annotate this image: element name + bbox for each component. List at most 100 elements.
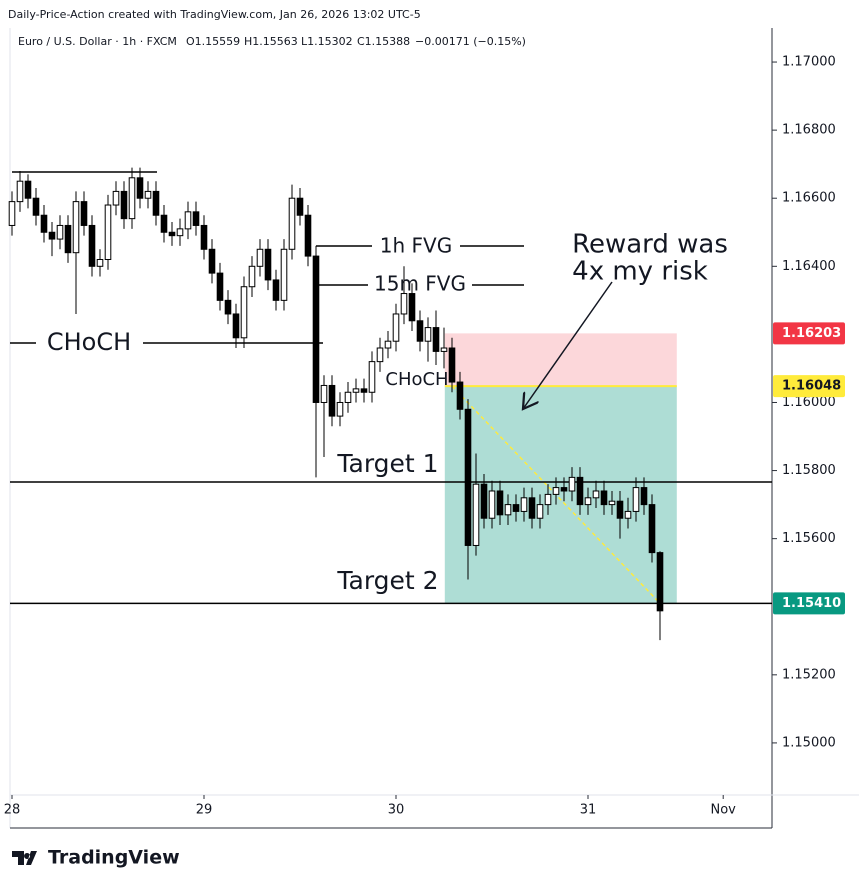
logo: TradingView [12, 847, 180, 869]
candle-body [264, 248, 272, 281]
y-tick-label: 1.15200 [782, 667, 836, 682]
y-tick-label: 1.15600 [782, 531, 836, 546]
logo-icon [12, 851, 37, 865]
candle-body [96, 258, 104, 267]
high-label: H1.15563 [244, 35, 298, 48]
candle-body [176, 228, 184, 237]
candle-body [152, 190, 160, 216]
candle-body [576, 476, 584, 506]
annotation: 4x my risk [572, 257, 708, 287]
y-tick-label: 1.17000 [782, 55, 836, 70]
candle-body [464, 408, 472, 546]
candle-body [112, 190, 120, 206]
candle-body [216, 272, 224, 301]
y-tick-label: 1.16400 [782, 259, 836, 274]
candle-body [80, 201, 88, 226]
candle-body [184, 211, 192, 230]
candle-body [16, 180, 24, 203]
credit: Daily-Price-Action created with TradingV… [8, 8, 421, 21]
candle-body [392, 313, 400, 342]
candle-body [120, 190, 128, 220]
candle-body [328, 384, 336, 417]
candle-body [416, 320, 424, 342]
legend-header: Euro / U.S. Dollar · 1h · FXCM O1.15559 … [18, 35, 526, 48]
price-label: 1.16203 [782, 326, 841, 341]
candle-body [568, 476, 576, 492]
y-tick-label: 1.16600 [782, 191, 836, 206]
candle-body [248, 265, 256, 288]
candle-body [512, 504, 520, 512]
candle-body [632, 487, 640, 512]
candle-body [408, 293, 416, 322]
candle-body [88, 224, 96, 267]
candle-body [536, 504, 544, 519]
candle-body [584, 497, 592, 506]
price-label-bg [773, 322, 845, 345]
x-tick-label: 29 [196, 803, 213, 818]
price-label-bg [773, 592, 845, 615]
candle-body [648, 504, 656, 554]
candle-body [616, 500, 624, 519]
candle-body [552, 487, 560, 495]
price-label: 1.16048 [782, 379, 841, 394]
candle-body [64, 224, 72, 254]
stop-zone [444, 333, 677, 387]
brand: TradingView [48, 847, 180, 869]
candle-body [504, 504, 512, 516]
candle-body [48, 231, 56, 240]
candle-body [528, 497, 536, 519]
plot [8, 167, 772, 641]
candle-body [296, 197, 304, 216]
candle-body [104, 204, 112, 260]
candle-body [480, 483, 488, 519]
candle-body [72, 201, 80, 254]
price-label-bg [773, 375, 845, 398]
open-label: O1.15559 [186, 35, 240, 48]
candle-body [200, 224, 208, 250]
x-tick-label: 30 [388, 803, 405, 818]
candle-body [192, 211, 200, 226]
candle-body [240, 286, 248, 339]
candle-body [56, 224, 64, 240]
candle-body [168, 231, 176, 237]
candle-body [312, 255, 320, 403]
candle-body [640, 487, 648, 506]
annotation: 15m FVG [374, 272, 466, 296]
y-tick-label: 1.16800 [782, 123, 836, 138]
candle-body [8, 201, 16, 226]
change-label: −0.00171 (−0.15%) [415, 35, 526, 48]
candle-body [320, 384, 328, 403]
candle-body [544, 493, 552, 506]
annotation: Target 2 [336, 566, 438, 595]
price-label: 1.15410 [782, 596, 841, 611]
candle-body [256, 248, 264, 267]
candle-body [352, 388, 360, 393]
candle-body [600, 490, 608, 506]
annotation: CHoCH [385, 369, 448, 390]
x-tick-label: Nov [711, 803, 737, 818]
x-tick-label: 31 [580, 803, 597, 818]
annotation: CHoCH [47, 328, 131, 356]
candle-body [560, 487, 568, 492]
candle-body [488, 490, 496, 519]
y-tick-label: 1.15800 [782, 463, 836, 478]
candle-body [608, 500, 616, 506]
candle-body [136, 177, 144, 199]
candle-body [288, 197, 296, 250]
candle-body [384, 340, 392, 349]
candle-body [592, 490, 600, 499]
x-tick-label: 28 [4, 803, 21, 818]
candle-body [208, 248, 216, 274]
candle-body [368, 361, 376, 393]
annotation: Target 1 [336, 449, 438, 478]
y-tick-label: 1.15000 [782, 735, 836, 750]
candle-body [448, 347, 456, 383]
candle-body [344, 391, 352, 403]
candle-body [224, 299, 232, 315]
candle-body [336, 401, 344, 417]
candle-body [656, 552, 664, 612]
annotation: Reward was [572, 230, 728, 260]
candle-body [440, 347, 448, 352]
candle-body [360, 388, 368, 393]
